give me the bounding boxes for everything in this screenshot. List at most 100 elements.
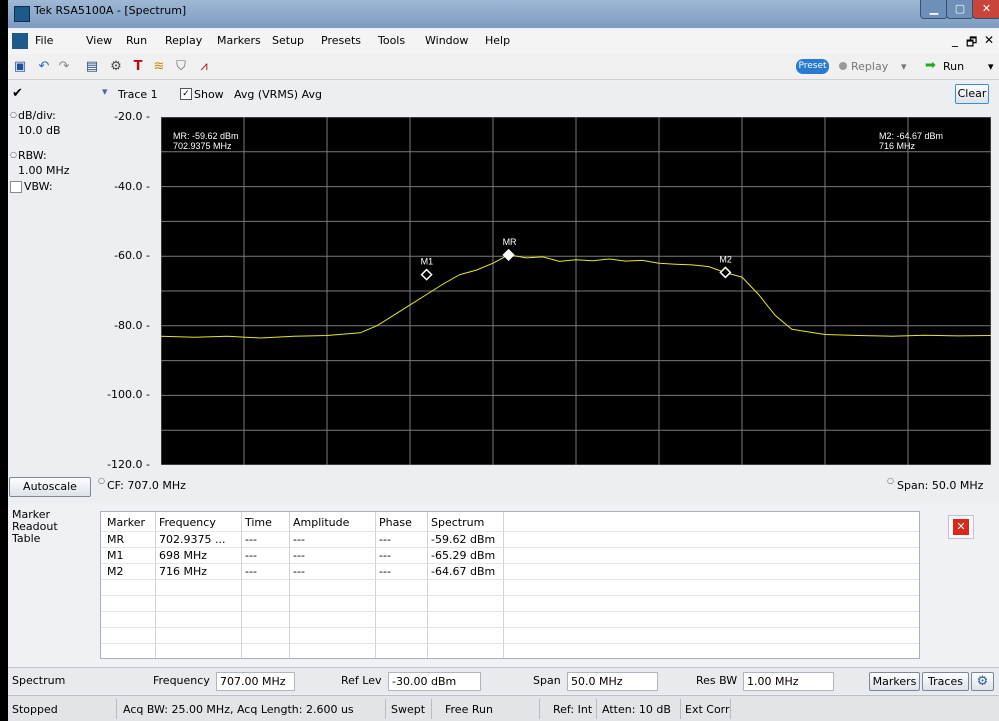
- menu-markers[interactable]: Markers: [217, 34, 261, 47]
- mdi-minimize-icon[interactable]: _: [952, 33, 958, 47]
- table-header-marker[interactable]: Marker: [107, 516, 146, 529]
- menu-file[interactable]: File: [35, 34, 54, 47]
- ext-corr[interactable]: Ext Corr: [685, 703, 730, 716]
- span-readout[interactable]: Span: 50.0 MHz: [897, 479, 984, 492]
- rbw-value[interactable]: 1.00 MHz: [18, 164, 70, 177]
- table-header-frequency[interactable]: Frequency: [159, 516, 216, 529]
- trigger-icon[interactable]: T: [133, 59, 143, 74]
- trace-selector[interactable]: Trace 1: [118, 88, 158, 101]
- undo-icon[interactable]: ↶: [38, 59, 50, 74]
- analysis-icon[interactable]: ⛉: [176, 59, 186, 74]
- readout-m2-level: M2: -64.67 dBm: [879, 131, 943, 141]
- menu-presets[interactable]: Presets: [321, 34, 362, 47]
- table-cell[interactable]: ---: [379, 565, 391, 578]
- table-cell[interactable]: ---: [379, 533, 391, 546]
- column-divider: [289, 512, 290, 658]
- column-divider: [427, 512, 428, 658]
- amplitude-icon[interactable]: ⩘: [200, 59, 208, 74]
- table-cell[interactable]: ---: [379, 549, 391, 562]
- acq-info[interactable]: Acq BW: 25.00 MHz, Acq Length: 2.600 us: [123, 703, 354, 716]
- table-cell[interactable]: ---: [245, 549, 257, 562]
- table-cell[interactable]: -64.67 dBm: [431, 565, 496, 578]
- menu-view[interactable]: View: [86, 34, 113, 47]
- close-red-icon: ✕: [953, 519, 969, 535]
- row-divider: [101, 643, 919, 644]
- replay-dropdown-icon[interactable]: ▾: [901, 60, 907, 73]
- span-expand-icon[interactable]: ○: [887, 476, 894, 485]
- center-frequency[interactable]: CF: 707.0 MHz: [107, 479, 186, 492]
- menu-replay[interactable]: Replay: [165, 34, 203, 47]
- resbw-field[interactable]: 1.00 MHz: [743, 672, 834, 691]
- menu-help[interactable]: Help: [485, 34, 511, 47]
- traces-button[interactable]: Traces: [922, 672, 969, 691]
- table-cell[interactable]: ---: [293, 565, 305, 578]
- frequency-field[interactable]: 707.00 MHz: [216, 672, 295, 691]
- show-checkbox[interactable]: ✓: [180, 88, 192, 100]
- replay-dot-icon: [839, 62, 847, 70]
- table-header-spectrum[interactable]: Spectrum: [431, 516, 485, 529]
- table-cell[interactable]: ---: [245, 533, 257, 546]
- mdi-restore-icon[interactable]: 🗗: [966, 35, 978, 49]
- autoscale-button[interactable]: Autoscale: [9, 477, 91, 497]
- clear-button[interactable]: Clear: [955, 84, 989, 104]
- cf-expand-icon[interactable]: ○: [98, 476, 105, 485]
- marker-m2-diamond: [719, 266, 732, 279]
- table-header-phase[interactable]: Phase: [379, 516, 412, 529]
- table-cell[interactable]: 702.9375 ...: [159, 533, 226, 546]
- replay-button[interactable]: Replay: [851, 60, 889, 73]
- dbdiv-expand-icon[interactable]: ○: [10, 110, 17, 119]
- column-divider: [241, 512, 242, 658]
- marker-table-title: Marker Readout Table: [12, 508, 58, 545]
- y-tick-label: -100.0 -: [107, 388, 150, 402]
- table-cell[interactable]: M2: [107, 565, 124, 578]
- ref-source[interactable]: Ref: Int: [553, 703, 593, 716]
- close-icon[interactable]: ✕: [972, 0, 999, 19]
- rbw-expand-icon[interactable]: ○: [10, 150, 17, 159]
- checkmark-icon: ✔: [12, 86, 23, 101]
- run-button[interactable]: Run: [943, 60, 965, 73]
- span-field[interactable]: 50.0 MHz: [567, 672, 658, 691]
- save-icon[interactable]: ▣: [13, 59, 27, 74]
- menu-run[interactable]: Run: [126, 34, 148, 47]
- acquire-icon[interactable]: ≋: [153, 59, 165, 74]
- marker-m1-label: M1: [421, 257, 434, 267]
- reflev-field[interactable]: -30.00 dBm: [388, 672, 481, 691]
- table-cell[interactable]: MR: [107, 533, 125, 546]
- settings-gear-icon[interactable]: ⚙: [971, 672, 994, 691]
- minimize-icon[interactable]: ▁: [920, 0, 948, 19]
- sweep-mode[interactable]: Swept: [391, 703, 426, 716]
- maximize-icon[interactable]: ▢: [946, 0, 974, 19]
- table-cell[interactable]: ---: [293, 549, 305, 562]
- table-cell[interactable]: 698 MHz: [159, 549, 208, 562]
- attenuation[interactable]: Atten: 10 dB: [602, 703, 671, 716]
- dbdiv-value[interactable]: 10.0 dB: [18, 124, 61, 137]
- doc-icon: [12, 33, 28, 49]
- menu-setup[interactable]: Setup: [272, 34, 305, 47]
- mdi-close-icon[interactable]: ✕: [984, 33, 995, 47]
- menu-window[interactable]: Window: [425, 34, 469, 47]
- table-cell[interactable]: ---: [245, 565, 257, 578]
- markers-button[interactable]: Markers: [869, 672, 920, 691]
- table-cell[interactable]: 716 MHz: [159, 565, 208, 578]
- redo-icon[interactable]: ↷: [58, 59, 70, 74]
- table-header-time[interactable]: Time: [245, 516, 272, 529]
- menu-tools[interactable]: Tools: [378, 34, 406, 47]
- control-bar: Spectrum Frequency 707.00 MHz Ref Lev -3…: [8, 667, 999, 694]
- table-cell[interactable]: -65.29 dBm: [431, 549, 496, 562]
- readout-m2-freq: 716 MHz: [879, 141, 916, 151]
- vbw-checkbox[interactable]: [10, 181, 22, 193]
- status-bar: Stopped Acq BW: 25.00 MHz, Acq Length: 2…: [8, 695, 999, 721]
- close-table-button[interactable]: ✕: [948, 515, 974, 539]
- preset-button[interactable]: Preset: [796, 59, 829, 74]
- rbw-label: RBW:: [18, 149, 47, 162]
- run-dropdown-icon[interactable]: ▾: [988, 60, 994, 73]
- table-header-amplitude[interactable]: Amplitude: [293, 516, 350, 529]
- trigger-mode[interactable]: Free Run: [445, 703, 493, 716]
- displays-icon[interactable]: ▤: [85, 59, 99, 74]
- settings-icon[interactable]: ⚙: [110, 59, 122, 74]
- table-cell[interactable]: M1: [107, 549, 124, 562]
- trace-collapse-icon[interactable]: ▾: [102, 85, 108, 98]
- table-cell[interactable]: ---: [293, 533, 305, 546]
- table-cell[interactable]: -59.62 dBm: [431, 533, 496, 546]
